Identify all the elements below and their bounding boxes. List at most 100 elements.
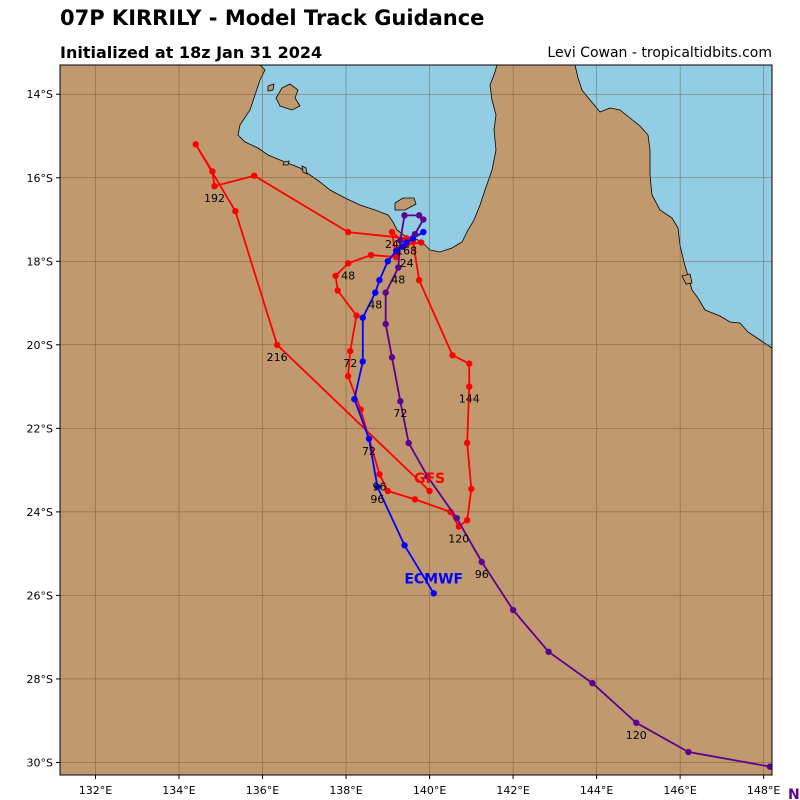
track-point bbox=[545, 648, 552, 655]
lat-tick-label: 16°S bbox=[27, 172, 53, 185]
lat-tick-label: 22°S bbox=[27, 422, 53, 435]
track-point bbox=[430, 590, 437, 597]
track-point bbox=[633, 719, 640, 726]
island bbox=[267, 83, 275, 92]
track-point bbox=[418, 239, 425, 246]
lat-tick-label: 24°S bbox=[27, 506, 53, 519]
track-point bbox=[685, 748, 692, 756]
track-point bbox=[384, 487, 392, 495]
track-line-gfs bbox=[194, 143, 473, 528]
forecast-hour-label: 72 bbox=[393, 407, 407, 420]
track-point bbox=[353, 312, 360, 319]
lat-tick-label: 20°S bbox=[27, 339, 53, 352]
track-point bbox=[411, 496, 419, 503]
track-point bbox=[401, 212, 408, 219]
track-point bbox=[415, 276, 423, 284]
track-point bbox=[405, 439, 412, 447]
forecast-hour-label: 72 bbox=[343, 357, 357, 370]
forecast-hour-label: 96 bbox=[370, 493, 384, 506]
gulf-water bbox=[237, 65, 498, 253]
island bbox=[282, 160, 290, 166]
track-point bbox=[384, 258, 392, 265]
track-point bbox=[332, 272, 339, 280]
lon-tick-label: 136°E bbox=[246, 784, 279, 797]
forecast-hour-label: 48 bbox=[368, 299, 382, 312]
track-point bbox=[403, 239, 410, 246]
forecast-hour-label: 72 bbox=[362, 445, 376, 458]
forecast-hour-label: 96 bbox=[475, 568, 489, 581]
lon-tick-label: 146°E bbox=[663, 784, 696, 797]
island bbox=[394, 197, 417, 211]
island bbox=[681, 273, 693, 285]
track-point bbox=[344, 228, 352, 236]
model-tracks bbox=[192, 141, 787, 774]
track-point bbox=[250, 172, 258, 179]
track-point bbox=[468, 485, 475, 493]
grid-lines bbox=[60, 65, 772, 775]
forecast-hour-label: 192 bbox=[204, 192, 225, 205]
forecast-hour-label: 24 bbox=[400, 257, 414, 270]
track-point bbox=[449, 352, 456, 359]
track-point bbox=[424, 473, 431, 480]
lat-tick-label: 26°S bbox=[27, 589, 53, 602]
model-name-label: ECMWF bbox=[404, 571, 463, 587]
lon-tick-label: 134°E bbox=[162, 784, 195, 797]
track-point bbox=[509, 606, 517, 614]
lon-tick-label: 132°E bbox=[79, 784, 112, 797]
coral-sea-water bbox=[574, 65, 772, 349]
axis-ticks: 132°E 134°E 136°E 138°E 140°E 142°E 144°E 146°E… bbox=[27, 88, 781, 797]
forecast-hour-label: 120 bbox=[448, 533, 469, 546]
track-point bbox=[420, 216, 427, 223]
track-point bbox=[382, 320, 389, 328]
track-point bbox=[392, 247, 400, 255]
track-point bbox=[411, 230, 419, 238]
lat-tick-label: 28°S bbox=[27, 673, 53, 686]
track-point bbox=[347, 347, 354, 355]
forecast-hour-label: 96 bbox=[372, 480, 386, 493]
forecast-hour-labels: 24 48 72 96 120 144 168 192 216 GFS 24 48 72 96 ECMWF 4… bbox=[204, 192, 800, 800]
model-name-label: N bbox=[788, 787, 800, 800]
track-point bbox=[466, 360, 473, 367]
lat-tick-label: 18°S bbox=[27, 255, 53, 268]
track-point bbox=[374, 483, 381, 491]
track-point bbox=[426, 487, 433, 495]
track-point bbox=[478, 558, 485, 566]
track-point bbox=[397, 398, 404, 405]
lon-tick-label: 138°E bbox=[329, 784, 362, 797]
forecast-hour-label: 168 bbox=[396, 244, 417, 257]
track-point bbox=[453, 514, 460, 522]
track-point bbox=[376, 471, 383, 478]
track-point bbox=[209, 168, 216, 175]
track-point bbox=[367, 251, 375, 259]
track-point bbox=[388, 228, 396, 236]
track-point bbox=[382, 289, 389, 296]
island bbox=[275, 83, 301, 111]
track-point bbox=[334, 287, 341, 294]
track-point bbox=[344, 260, 352, 267]
track-point bbox=[463, 517, 471, 524]
credit-text: Levi Cowan - tropicaltidbits.com bbox=[547, 45, 772, 61]
lat-tick-label: 30°S bbox=[27, 756, 53, 769]
track-point bbox=[420, 228, 427, 236]
track-point bbox=[359, 314, 366, 321]
track-point bbox=[351, 395, 358, 403]
lon-tick-label: 144°E bbox=[580, 784, 613, 797]
track-point bbox=[397, 237, 404, 244]
forecast-hour-label: 216 bbox=[267, 351, 288, 364]
page-title: 07P KIRRILY - Model Track Guidance bbox=[60, 6, 485, 30]
track-point bbox=[359, 358, 366, 365]
track-point bbox=[388, 354, 396, 361]
lon-tick-label: 142°E bbox=[496, 784, 529, 797]
lat-tick-label: 14°S bbox=[27, 88, 53, 101]
forecast-hour-label: 144 bbox=[459, 393, 480, 406]
track-point bbox=[211, 182, 218, 190]
track-point bbox=[781, 768, 787, 774]
map-frame bbox=[59, 64, 773, 776]
track-point bbox=[589, 679, 596, 687]
forecast-hour-label: 24 bbox=[385, 238, 399, 251]
forecast-hour-label: 48 bbox=[341, 269, 355, 282]
track-point bbox=[376, 276, 383, 284]
track-point bbox=[463, 439, 471, 447]
track-point bbox=[401, 542, 408, 549]
forecast-hour-label: 120 bbox=[626, 729, 647, 742]
